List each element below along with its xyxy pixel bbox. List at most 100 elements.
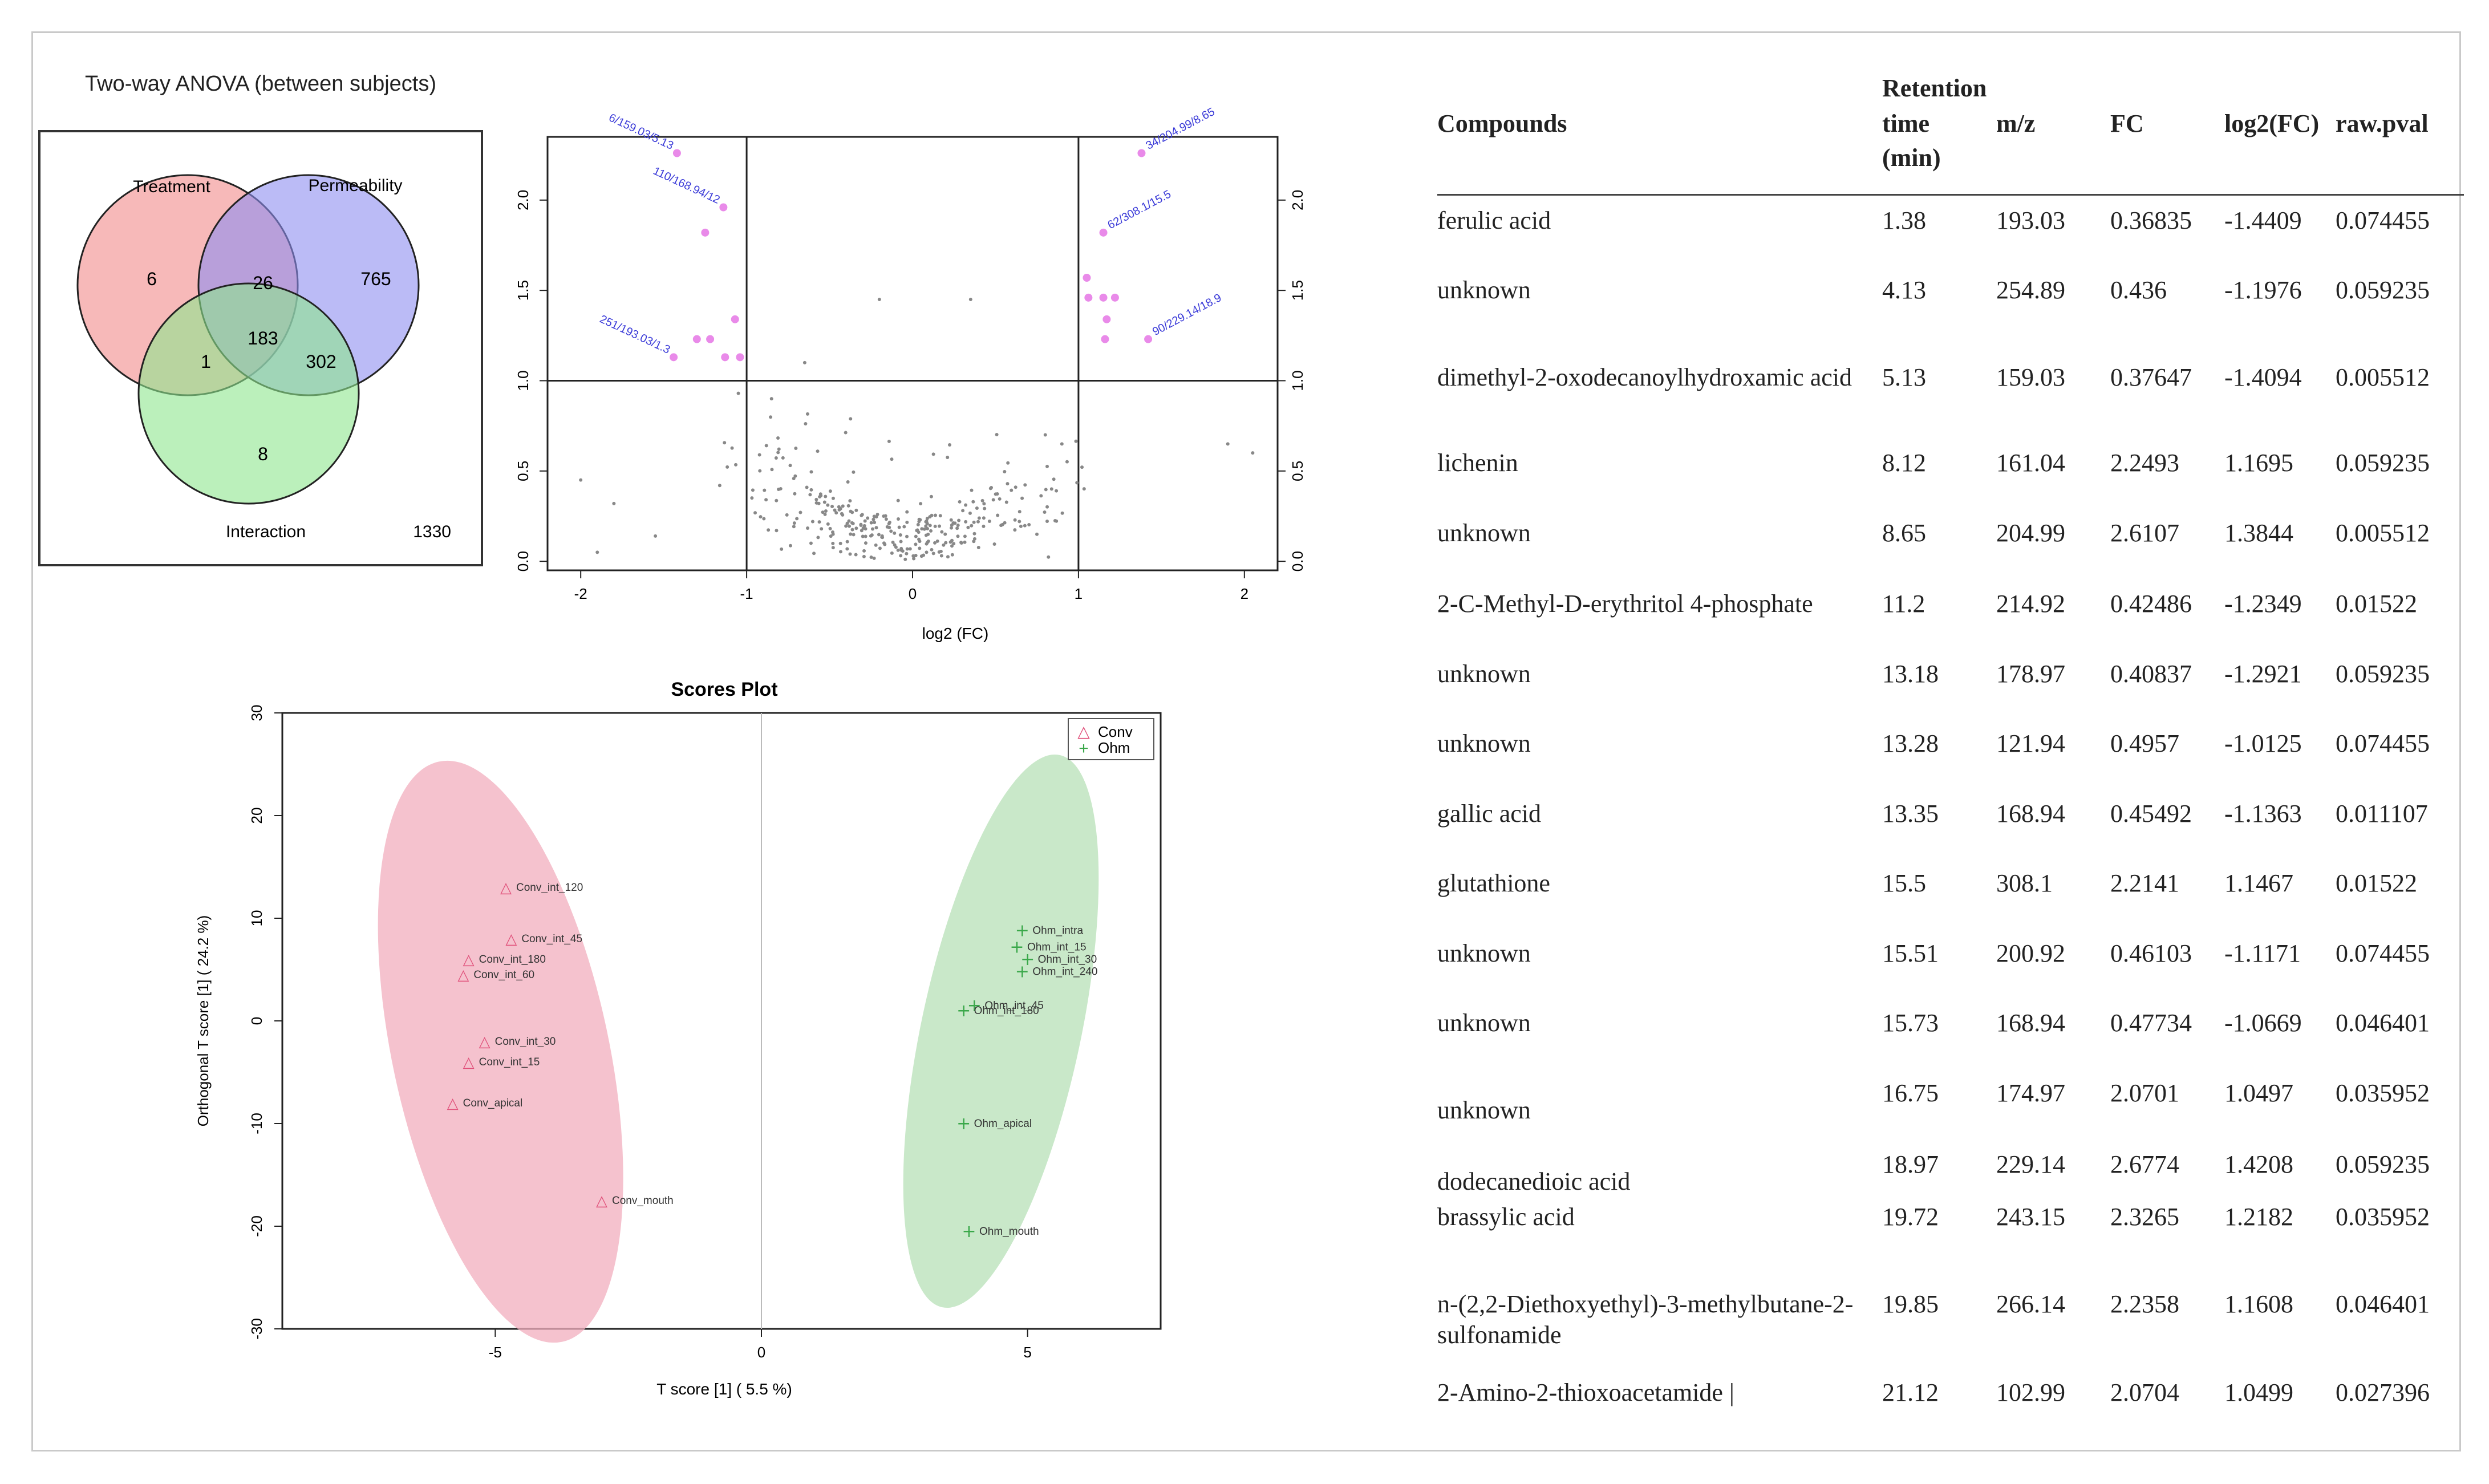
volcano-point-nonsignificant — [996, 513, 1000, 517]
volcano-point-nonsignificant — [831, 530, 835, 534]
volcano-point-nonsignificant — [1003, 470, 1007, 474]
volcano-point-nonsignificant — [764, 498, 768, 502]
volcano-point-nonsignificant — [938, 514, 942, 518]
volcano-point-nonsignificant — [869, 555, 873, 559]
volcano-point-nonsignificant — [1045, 464, 1049, 468]
header-rawpval: raw.pval — [2336, 110, 2429, 137]
cell-mz: 102.99 — [1996, 1378, 2065, 1406]
volcano-point-nonsignificant — [798, 510, 802, 514]
volcano-point-nonsignificant — [883, 542, 887, 546]
volcano-point-nonsignificant — [845, 521, 849, 525]
cell-rawpval: 0.046401 — [2336, 1009, 2430, 1037]
volcano-point-nonsignificant — [814, 497, 818, 501]
volcano-point-nonsignificant — [870, 533, 874, 537]
cell-log2fc: -1.2349 — [2224, 590, 2302, 618]
venn-label-treatment: Treatment — [133, 177, 210, 196]
volcano-point-nonsignificant — [912, 557, 916, 561]
volcano-point-nonsignificant — [860, 529, 864, 533]
volcano-point-nonsignificant — [935, 539, 939, 543]
ohm-point-label: Ohm_int_15 — [1027, 941, 1087, 953]
header-rule — [1437, 194, 2464, 196]
volcano-point-significant — [1101, 335, 1109, 343]
scores-legend-conv-label: Conv — [1098, 723, 1133, 740]
volcano-point-nonsignificant — [908, 547, 912, 551]
volcano-point-nonsignificant — [1052, 477, 1056, 481]
conv-point-label: Conv_apical — [463, 1097, 523, 1109]
volcano-point-nonsignificant — [948, 443, 951, 447]
volcano-point-nonsignificant — [902, 525, 906, 529]
cell-mz: 243.15 — [1996, 1203, 2065, 1231]
volcano-point-nonsignificant — [849, 417, 853, 421]
volcano-point-nonsignificant — [846, 480, 850, 484]
cell-fc: 0.436 — [2110, 276, 2167, 304]
volcano-point-nonsignificant — [972, 540, 976, 544]
ohm-point-label: Ohm_apical — [974, 1118, 1032, 1130]
volcano-point-nonsignificant — [982, 524, 986, 528]
volcano-point-nonsignificant — [804, 421, 808, 425]
volcano-point-nonsignificant — [1035, 532, 1039, 536]
volcano-point-nonsignificant — [848, 552, 852, 556]
volcano-point-nonsignificant — [792, 477, 796, 481]
cell-compound: dodecanedioic acid — [1437, 1167, 1631, 1195]
cell-log2fc: -1.4094 — [2224, 363, 2302, 391]
ohm-point-marker: + — [1020, 950, 1035, 970]
volcano-point-nonsignificant — [862, 554, 866, 558]
cell-log2fc: 1.0499 — [2224, 1378, 2293, 1406]
volcano-point-nonsignificant — [887, 522, 891, 526]
ohm-point-label: Ohm_int_45 — [984, 1000, 1044, 1012]
volcano-y-tick-label-right: 0.5 — [1289, 461, 1306, 481]
volcano-point-nonsignificant — [970, 488, 974, 492]
volcano-point-nonsignificant — [1055, 489, 1059, 493]
volcano-point-nonsignificant — [1045, 505, 1049, 509]
volcano-point-nonsignificant — [762, 517, 766, 521]
cell-mz: 168.94 — [1996, 1009, 2065, 1037]
ohm-point-label: Ohm_int_30 — [1038, 954, 1097, 966]
volcano-point-nonsignificant — [788, 464, 792, 468]
volcano-point-nonsignificant — [903, 557, 907, 561]
venn-count-treatment: 6 — [147, 269, 157, 289]
volcano-point-nonsignificant — [1018, 520, 1021, 524]
cell-rawpval: 0.046401 — [2336, 1290, 2430, 1318]
volcano-point-nonsignificant — [942, 543, 946, 547]
volcano-point-nonsignificant — [940, 530, 944, 534]
volcano-point-label: 34/204.99/8.65 — [1144, 106, 1217, 152]
volcano-point-nonsignificant — [955, 526, 959, 530]
volcano-point-nonsignificant — [848, 499, 852, 503]
volcano-point-nonsignificant — [794, 446, 798, 450]
volcano-point-label: 6/159.03/5.13 — [607, 111, 675, 152]
volcano-point-nonsignificant — [757, 453, 761, 457]
cell-log2fc: 1.1608 — [2224, 1290, 2293, 1318]
volcano-point-nonsignificant — [1006, 461, 1010, 465]
volcano-point-nonsignificant — [1060, 511, 1064, 515]
ohm-point-marker: + — [956, 1001, 971, 1021]
volcano-point-nonsignificant — [795, 517, 799, 521]
volcano-point-nonsignificant — [818, 492, 822, 496]
volcano-point-nonsignificant — [793, 474, 797, 478]
volcano-point-nonsignificant — [950, 523, 954, 527]
volcano-point-nonsignificant — [1018, 510, 1021, 514]
volcano-point-nonsignificant — [1039, 494, 1043, 498]
cell-rawpval: 0.035952 — [2336, 1079, 2430, 1107]
conv-confidence-ellipse — [378, 760, 623, 1343]
volcano-point-significant — [706, 335, 715, 343]
volcano-y-tick-label-left: 1.5 — [514, 280, 532, 301]
ohm-point-marker: + — [1015, 921, 1029, 941]
cell-retention-time: 8.12 — [1882, 449, 1926, 477]
venn-label-permeability: Permeability — [308, 176, 402, 195]
cell-mz: 204.99 — [1996, 519, 2065, 547]
volcano-point-nonsignificant — [830, 505, 834, 509]
venn-count-interaction: 8 — [258, 444, 268, 464]
volcano-point-nonsignificant — [928, 524, 932, 528]
cell-retention-time: 15.51 — [1882, 939, 1939, 967]
cell-log2fc: 1.3844 — [2224, 519, 2293, 547]
volcano-y-tick-label-right: 1.5 — [1289, 280, 1306, 301]
cell-retention-time: 1.38 — [1882, 206, 1926, 234]
volcano-point-nonsignificant — [1251, 451, 1255, 455]
volcano-point-nonsignificant — [891, 540, 895, 544]
volcano-point-nonsignificant — [877, 298, 881, 301]
cell-fc: 0.36835 — [2110, 206, 2192, 234]
volcano-point-nonsignificant — [976, 545, 980, 549]
volcano-point-nonsignificant — [788, 544, 792, 548]
volcano-point-nonsignificant — [859, 524, 863, 528]
volcano-point-nonsignificant — [845, 547, 849, 551]
